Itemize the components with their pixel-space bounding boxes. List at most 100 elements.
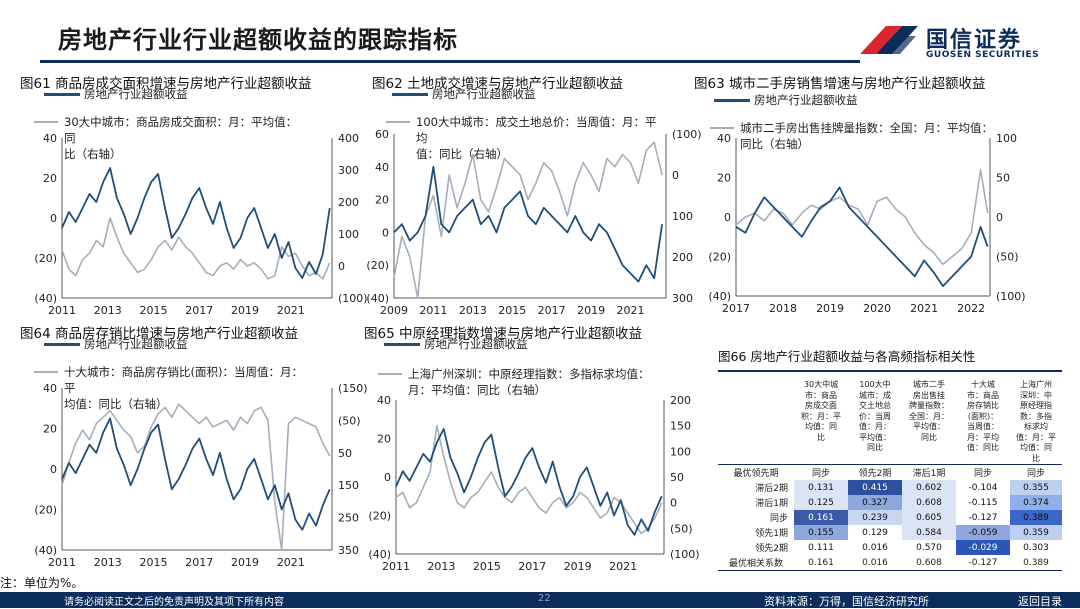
- corr-col-header: 上海广州 深圳：中 原经理指 数：多指 标求均 值：月：平 均值：同 比: [1016, 380, 1056, 463]
- chart-title: 图64 商品房存销比增速与房地产行业超额收益: [20, 326, 298, 342]
- x-tick-label: 2019: [564, 560, 592, 573]
- x-tick-label: 2013: [94, 556, 122, 569]
- y-right-tick-label: (100): [670, 548, 700, 561]
- y-left-tick-label: 0: [724, 211, 731, 224]
- corr-row: 领先1期 0.155 0.129 0.584 -0.059 0.359: [718, 525, 1062, 540]
- y-right-tick-label: 350: [338, 544, 359, 557]
- legend-swatch-series2: [34, 121, 58, 123]
- y-right-tick-label: 0: [670, 497, 677, 510]
- chart-title: 图61 商品房成交面积增速与房地产行业超额收益: [20, 76, 312, 92]
- y-left-tick-label: (40): [34, 544, 57, 557]
- corr-lead-cell: 滞后1期: [912, 469, 946, 479]
- x-tick-label: 2015: [140, 556, 168, 569]
- corr-lead-cell: 同步: [973, 469, 992, 479]
- series2-line: [393, 141, 663, 299]
- series1-line: [61, 417, 331, 531]
- title-rule: [40, 60, 860, 63]
- y-left-tick-label: 20: [717, 172, 731, 185]
- corr-best-row: 最优相关系数 0.161 0.016 0.608 -0.127 0.389: [718, 555, 1062, 571]
- x-tick-label: 2021: [609, 560, 637, 573]
- legend-series1: 房地产行业超额收益: [44, 336, 188, 352]
- corr-cell: 0.359: [1010, 525, 1062, 540]
- corr-cell: -0.059: [956, 525, 1010, 540]
- corr-cell: 0.605: [902, 510, 956, 525]
- y-right-tick-label: 400: [338, 132, 359, 145]
- y-right-tick-label: (50): [338, 414, 361, 427]
- x-tick-label: 2022: [957, 302, 985, 315]
- corr-col-header: 十大城 市：商品 房存销比 (面积)： 当周值： 月：平均 值：同比: [967, 380, 999, 452]
- corr-best-cell: 0.016: [862, 557, 888, 568]
- corr-cell: 0.608: [902, 495, 956, 510]
- y-left-tick-label: 20: [375, 194, 389, 207]
- chart-fig64: 图64 商品房存销比增速与房地产行业超额收益 房地产行业超额收益十大城市：商品房存…: [20, 322, 368, 572]
- corr-best-cell: 0.389: [1023, 557, 1049, 568]
- legend-series1: 房地产行业超额收益: [392, 86, 536, 102]
- x-tick-label: 2021: [277, 556, 305, 569]
- y-right-tick-label: 50: [670, 471, 684, 484]
- corr-table-title: 图66 房地产行业超额收益与各高频指标相关性: [718, 349, 976, 364]
- x-tick-label: 2013: [94, 304, 122, 317]
- corr-cell: 0.239: [848, 510, 902, 525]
- x-tick-label: 2011: [48, 304, 76, 317]
- y-left-tick-label: (20): [34, 252, 57, 265]
- corr-header-row: 30大中城 市：商品 房成交面 积：月：平 均值：同 比 100大中 城市：成 交…: [718, 380, 1062, 465]
- corr-col-header: 100大中 城市：成 交土地总 价：当周 值：月： 平均值： 同比: [859, 380, 891, 452]
- page-title: 房地产行业行业超额收益的跟踪指标: [58, 26, 458, 54]
- corr-cell: 0.125: [794, 495, 848, 510]
- legend-label-series2: 100大中城市：成交土地总价：当周值：月：平均 值：同比（右轴）: [416, 115, 657, 161]
- corr-cell: 0.584: [902, 525, 956, 540]
- x-tick-label: 2019: [577, 304, 605, 317]
- y-left-tick-label: 60: [375, 128, 389, 141]
- corr-row: 同步 0.161 0.239 0.605 -0.127 0.389: [718, 510, 1062, 525]
- y-left-tick-label: 20: [377, 433, 391, 446]
- corr-cell: 0.570: [902, 540, 956, 555]
- corr-row-label: 同步: [769, 514, 788, 524]
- page-number: 22: [538, 593, 551, 604]
- y-left-tick-label: 40: [377, 394, 391, 407]
- y-left-tick-label: 40: [43, 132, 57, 145]
- x-tick-label: 2017: [185, 304, 213, 317]
- chart-fig61: 图61 商品房成交面积增速与房地产行业超额收益 房地产行业超额收益 30大中城市：商…: [20, 72, 368, 322]
- corr-row: 滞后1期 0.125 0.327 0.608 -0.115 0.374: [718, 495, 1062, 510]
- x-tick-label: 2013: [459, 304, 487, 317]
- legend-series1: 房地产行业超额收益: [714, 92, 858, 108]
- legend-label-series2: 十大城市：商品房存销比(面积)：当周值：月：平 均值：同比（右轴）: [64, 365, 303, 411]
- y-right-tick-label: 100: [338, 228, 359, 241]
- chart-svg: 40 20 0 (20) (40) 100 50 0 (50) (100) 2017 2018 2019…: [708, 132, 1025, 315]
- x-tick-label: 2019: [816, 302, 844, 315]
- corr-row: 滞后2期 0.131 0.415 0.602 -0.104 0.355: [718, 480, 1062, 495]
- series2-line: [395, 424, 663, 535]
- legend-swatch-series1: [44, 93, 80, 96]
- corr-lead-row: 最优领先期 同步 领先2期 滞后1期 同步 同步: [718, 464, 1062, 481]
- corr-row-label: 领先1期: [755, 529, 788, 539]
- corr-cell: -0.115: [956, 495, 1010, 510]
- corr-lead-cell: 领先2期: [858, 469, 892, 479]
- legend-swatch-series2: [710, 127, 734, 129]
- y-right-tick-label: 50: [996, 172, 1010, 185]
- series2-line: [61, 403, 331, 551]
- corr-cell: 0.129: [848, 525, 902, 540]
- back-to-toc-link[interactable]: 返回目录: [1018, 595, 1062, 608]
- legend-swatch-series1: [44, 343, 80, 346]
- legend-swatch-series1: [384, 343, 420, 346]
- corr-cell: -0.104: [956, 480, 1010, 495]
- chart-title: 图65 中原经理指数增速与房地产行业超额收益: [364, 326, 642, 342]
- corr-cell: 0.111: [794, 540, 848, 555]
- x-tick-label: 2015: [473, 560, 501, 573]
- y-left-tick-label: (20): [368, 510, 391, 523]
- corr-col-header: 城市二手 房出售挂 牌量指数： 全国：月： 平均值： 同比: [909, 380, 949, 442]
- series1-line: [393, 165, 663, 283]
- y-right-tick-label: 0: [672, 169, 679, 182]
- legend-label-series1: 房地产行业超额收益: [424, 337, 528, 351]
- footer-bar: 请务必阅读正文之后的免责声明及其项下所有内容 22 资料来源：万得，国信经济研究…: [0, 592, 1080, 608]
- legend-swatch-series2: [386, 121, 410, 123]
- corr-col-header: 30大中城 市：商品 房成交面 积：月：平 均值：同 比: [801, 380, 841, 442]
- legend-label-series1: 房地产行业超额收益: [84, 337, 188, 351]
- corr-row-label: 滞后2期: [755, 484, 788, 494]
- x-tick-label: 2018: [769, 302, 797, 315]
- x-tick-label: 2009: [380, 304, 408, 317]
- series1-line: [395, 428, 663, 536]
- corr-best-cell: 0.608: [916, 557, 942, 568]
